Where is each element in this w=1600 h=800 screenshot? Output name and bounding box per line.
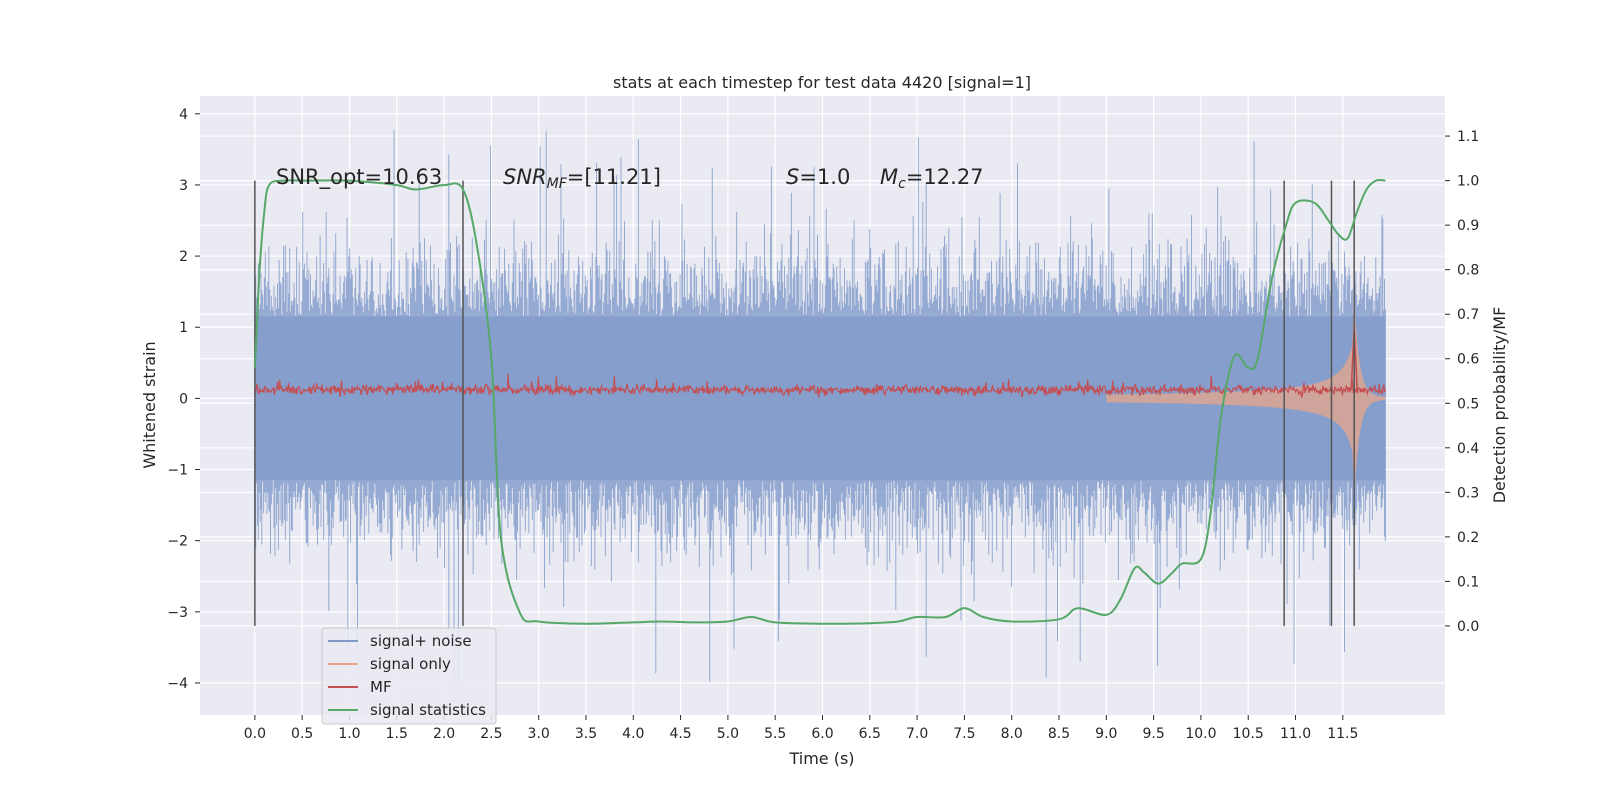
y-tick-label: 3: [179, 178, 188, 194]
right-y-tick-label: 0.0: [1457, 619, 1479, 635]
right-y-tick-label: 1.0: [1457, 174, 1479, 190]
x-tick-label: 8.5: [1048, 726, 1070, 742]
legend-item-signal-only: signal only: [328, 655, 451, 673]
right-y-tick-label: 0.3: [1457, 485, 1479, 501]
s-value: =1.0: [799, 165, 850, 189]
x-tick-label: 10.5: [1233, 726, 1264, 742]
right-y-tick-label: 0.8: [1457, 263, 1479, 279]
signal-statistics-series: [253, 178, 1386, 625]
y-tick-label: 0: [179, 391, 188, 407]
legend: signal+ noise signal only MF signal stat…: [321, 627, 497, 725]
right-y-tick-label: 1.1: [1457, 129, 1479, 145]
mc-value: =12.27: [906, 165, 984, 189]
right-y-tick-label: 0.5: [1457, 396, 1479, 412]
x-tick-label: 0.0: [244, 726, 266, 742]
x-tick-label: 10.0: [1185, 726, 1216, 742]
mc-name: M: [880, 165, 898, 189]
vertical-markers: [254, 180, 1355, 626]
signal-only-series: [1106, 294, 1386, 503]
legend-label-mf: MF: [370, 678, 392, 696]
right-y-tick-label: 0.7: [1457, 307, 1479, 323]
annotations: SNR_opt=10.63 SNRMF=[11.21] S=1.0 Mc=12.…: [276, 165, 984, 192]
x-tick-label: 11.5: [1327, 726, 1358, 742]
y-tick-label: −1: [167, 463, 188, 479]
right-y-tick-label: 0.6: [1457, 352, 1479, 368]
snr-mf-annotation: SNRMF=[11.21]: [503, 165, 661, 192]
legend-label-signal-only: signal only: [370, 655, 451, 673]
x-tick-label: 4.0: [622, 726, 644, 742]
x-tick-label: 1.0: [338, 726, 360, 742]
right-y-tick-label: 0.4: [1457, 441, 1479, 457]
x-tick-label: 2.0: [433, 726, 455, 742]
chart-title: stats at each timestep for test data 442…: [613, 73, 1031, 92]
x-tick-label: 9.5: [1142, 726, 1164, 742]
legend-item-signal-noise: signal+ noise: [328, 632, 472, 650]
right-y-tick-label: 0.1: [1457, 574, 1479, 590]
s-name: S: [786, 165, 799, 189]
x-tick-label: 7.5: [953, 726, 975, 742]
x-tick-label: 6.5: [859, 726, 881, 742]
legend-label-signal-noise: signal+ noise: [370, 632, 472, 650]
legend-label-signal-statistics: signal statistics: [370, 701, 486, 719]
x-tick-label: 5.0: [717, 726, 739, 742]
x-tick-label: 3.5: [575, 726, 597, 742]
right-y-axis-label: Detection probability/MF: [1490, 307, 1509, 504]
y-tick-label: −3: [167, 605, 188, 621]
x-tick-label: 11.0: [1280, 726, 1311, 742]
y-axis-label: Whitened strain: [140, 341, 159, 468]
x-tick-label: 2.5: [480, 726, 502, 742]
x-axis-label: Time (s): [788, 749, 854, 768]
snr-mf-name: SNR: [503, 165, 547, 189]
axis-ticks: 0.0 0.5 1.0 1.5 2.0 2.5 3.0 3.5 4.0 4.5 5.0 5.5 6.0 6…: [167, 107, 1479, 742]
x-tick-label: 6.0: [811, 726, 833, 742]
x-tick-label: 8.0: [1001, 726, 1023, 742]
snr-opt-annotation: SNR_opt=10.63: [276, 165, 442, 190]
x-tick-label: 9.0: [1095, 726, 1117, 742]
legend-item-mf: MF: [328, 678, 392, 696]
legend-frame: [321, 627, 497, 725]
right-y-tick-label: 0.9: [1457, 218, 1479, 234]
y-tick-label: 2: [179, 249, 188, 265]
mc-subscript: c: [898, 176, 906, 192]
x-tick-label: 3.0: [528, 726, 550, 742]
y-tick-label: 4: [179, 107, 188, 123]
x-tick-label: 4.5: [669, 726, 691, 742]
signal-only-trace: [1106, 294, 1386, 503]
s-annotation: S=1.0: [786, 165, 850, 189]
x-tick-label: 0.5: [291, 726, 313, 742]
y-tick-label: −4: [167, 676, 188, 692]
mc-annotation: Mc=12.27: [880, 165, 984, 192]
snr-mf-subscript: MF: [547, 176, 568, 192]
x-tick-label: 7.0: [906, 726, 928, 742]
x-tick-label: 1.5: [386, 726, 408, 742]
x-tick-label: 5.5: [764, 726, 786, 742]
mf-trace: [254, 373, 1386, 400]
y-tick-label: −2: [167, 534, 188, 550]
right-y-tick-label: 0.2: [1457, 530, 1479, 546]
legend-item-signal-statistics: signal statistics: [328, 701, 486, 719]
y-tick-label: 1: [179, 320, 188, 336]
snr-mf-value: =[11.21]: [567, 165, 661, 189]
signal-statistics-line: [253, 178, 1386, 625]
